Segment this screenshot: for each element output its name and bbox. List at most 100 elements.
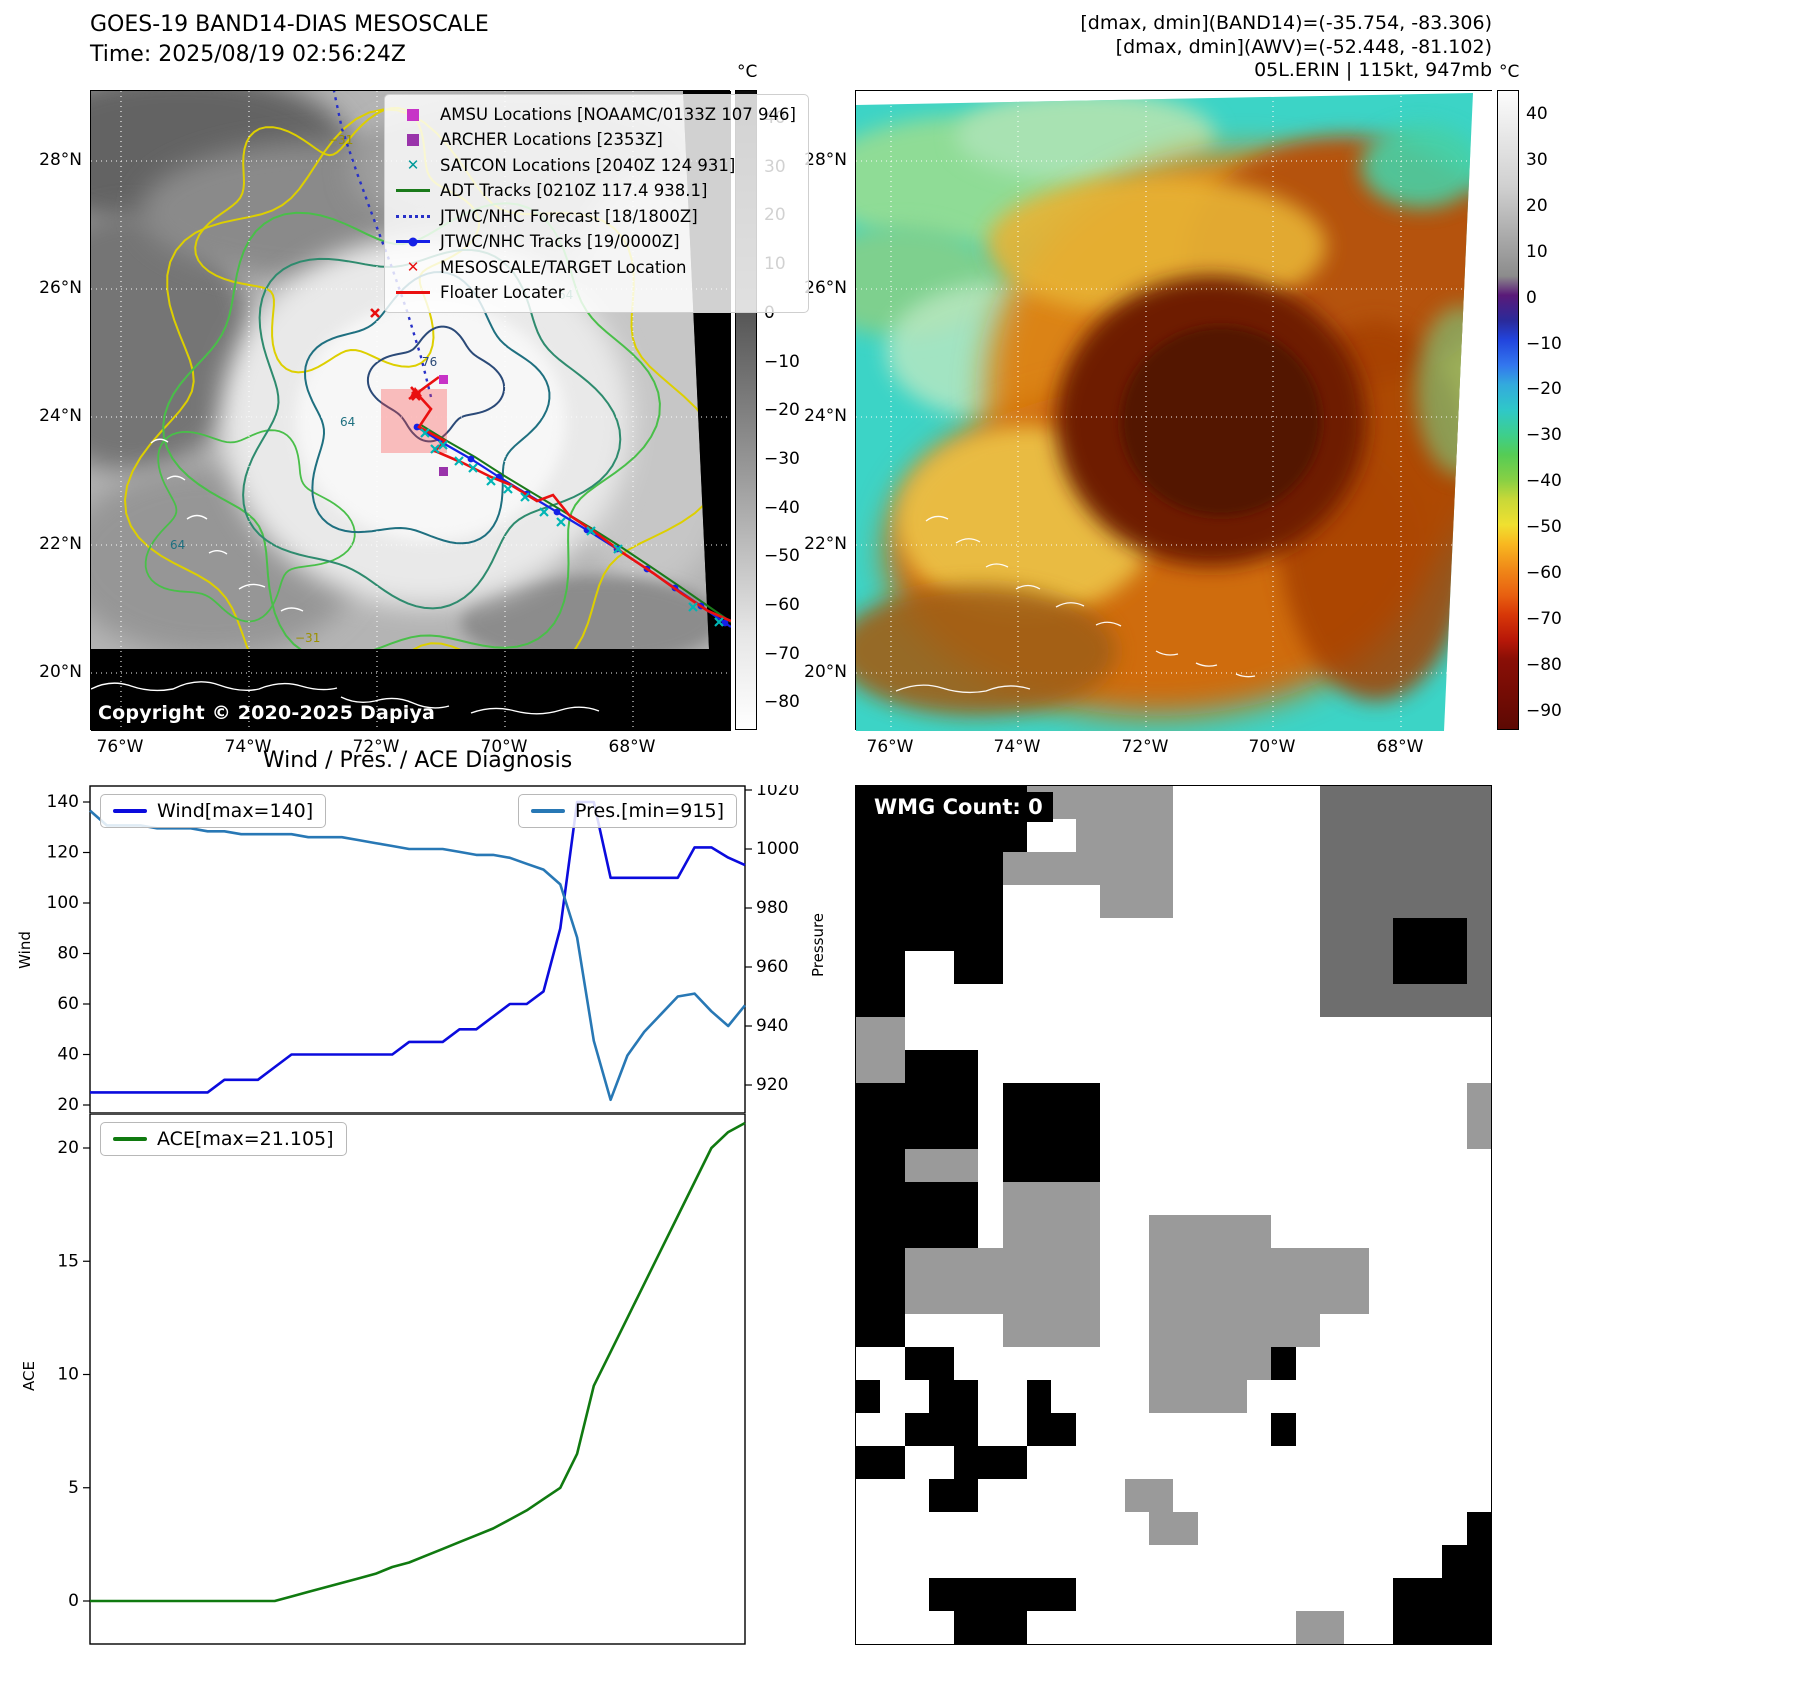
wmg-cell — [1442, 1281, 1467, 1314]
wmg-cell — [1466, 1314, 1491, 1347]
colorbar-tick: −70 — [1526, 608, 1562, 629]
wmg-cell — [1100, 1545, 1125, 1578]
chart-legend-label: ACE[max=21.105] — [157, 1128, 334, 1150]
wmg-cell — [1344, 1116, 1369, 1149]
wmg-cell — [1124, 1413, 1150, 1446]
wmg-cell — [1197, 1446, 1223, 1479]
wmg-cell — [904, 1380, 930, 1413]
awv-map — [855, 90, 1493, 731]
wmg-cell — [1222, 1149, 1247, 1182]
wmg-cell — [1173, 951, 1198, 984]
wmg-cell — [978, 852, 1003, 885]
wmg-cell — [1002, 852, 1027, 885]
wmg-count-label: WMG Count: 0 — [864, 792, 1053, 822]
wmg-cell — [1197, 1182, 1223, 1215]
wmg-cell — [904, 1017, 930, 1050]
wmg-cell — [1295, 1116, 1321, 1149]
wmg-cell — [1197, 1083, 1223, 1116]
wmg-cell — [880, 1215, 905, 1248]
wmg-cell — [1295, 1182, 1321, 1215]
wmg-map — [855, 785, 1492, 1645]
wmg-cell — [1124, 1149, 1150, 1182]
wmg-cell — [978, 1083, 1003, 1116]
lat-tick: 24°N — [39, 406, 82, 426]
wmg-cell — [1368, 1380, 1394, 1413]
wmg-cell — [1026, 1281, 1052, 1314]
wmg-cell — [1100, 1611, 1125, 1644]
wmg-cell — [978, 1116, 1003, 1149]
wmg-cell — [978, 984, 1003, 1017]
wmg-cell — [1051, 1413, 1076, 1446]
wmg-cell — [1222, 1446, 1247, 1479]
wmg-cell — [1246, 1281, 1272, 1314]
wmg-cell — [880, 1248, 905, 1281]
wmg-cell — [1051, 1248, 1076, 1281]
wmg-cell — [1124, 1182, 1150, 1215]
svg-text:940: 940 — [756, 1016, 788, 1036]
colorbar-tick: −50 — [1526, 517, 1562, 538]
wmg-cell — [1149, 1017, 1174, 1050]
wmg-cell — [1295, 1347, 1321, 1380]
wmg-cell — [1417, 1116, 1443, 1149]
wmg-cell — [1075, 1083, 1101, 1116]
line-swatch-icon — [113, 1137, 147, 1141]
wmg-cell — [1442, 1215, 1467, 1248]
awv-header-line-3: 05L.ERIN | 115kt, 947mb — [1254, 59, 1492, 81]
x-marker-icon: ✕ — [406, 156, 420, 175]
wmg-cell — [1320, 951, 1345, 984]
wmg-cell — [856, 1116, 881, 1149]
wmg-cell — [1100, 1248, 1125, 1281]
wmg-cell — [1149, 1446, 1174, 1479]
wmg-cell — [1124, 1479, 1150, 1512]
contour-label: −31 — [295, 631, 321, 645]
wmg-cell — [856, 1347, 881, 1380]
wmg-cell — [1442, 984, 1467, 1017]
wmg-cell — [1173, 786, 1198, 819]
wmg-cell — [1344, 1446, 1369, 1479]
wmg-cell — [1466, 1347, 1491, 1380]
wmg-cell — [1026, 852, 1052, 885]
wmg-cell — [1442, 852, 1467, 885]
wmg-cell — [1026, 1347, 1052, 1380]
wmg-cell — [904, 1050, 930, 1083]
wmg-cell — [1100, 1413, 1125, 1446]
wmg-cell — [1026, 951, 1052, 984]
wmg-cell — [1173, 1380, 1198, 1413]
wmg-cell — [978, 1413, 1003, 1446]
wmg-cell — [1222, 1116, 1247, 1149]
wmg-cell — [1368, 1248, 1394, 1281]
wmg-cell — [1075, 951, 1101, 984]
colorbar-tick: −20 — [764, 400, 800, 421]
legend-item: Floater Locater — [394, 281, 796, 304]
svg-text:15: 15 — [57, 1251, 79, 1271]
wmg-cell — [1026, 1050, 1052, 1083]
wmg-cell — [1173, 1347, 1198, 1380]
wmg-cell — [978, 1545, 1003, 1578]
wmg-cell — [929, 885, 954, 918]
wmg-cell — [880, 1050, 905, 1083]
wmg-cell — [1271, 1380, 1296, 1413]
wmg-cell — [1173, 1578, 1198, 1611]
legend-label: AMSU Locations [NOAAMC/0133Z 107 946] — [440, 105, 796, 124]
wmg-cell — [953, 1116, 979, 1149]
wmg-cell — [880, 852, 905, 885]
wmg-cell — [904, 984, 930, 1017]
wmg-cell — [1271, 1479, 1296, 1512]
lat-tick: 28°N — [39, 150, 82, 170]
wmg-cell — [1393, 918, 1418, 951]
wmg-cell — [1051, 951, 1076, 984]
wmg-cell — [1320, 1479, 1345, 1512]
wmg-cell — [1442, 1512, 1467, 1545]
contour-label: 64 — [340, 415, 356, 429]
graticule — [856, 91, 1493, 731]
wmg-cell — [1320, 1017, 1345, 1050]
wmg-cell — [978, 918, 1003, 951]
colorbar-tick: 10 — [1526, 241, 1548, 262]
wmg-cell — [953, 1017, 979, 1050]
colorbar-tick: −40 — [1526, 471, 1562, 492]
wmg-cell — [1026, 1380, 1052, 1413]
wmg-cell — [1173, 1050, 1198, 1083]
forecast-track — [332, 90, 433, 398]
wmg-cell — [856, 1149, 881, 1182]
wmg-cell — [1100, 885, 1125, 918]
